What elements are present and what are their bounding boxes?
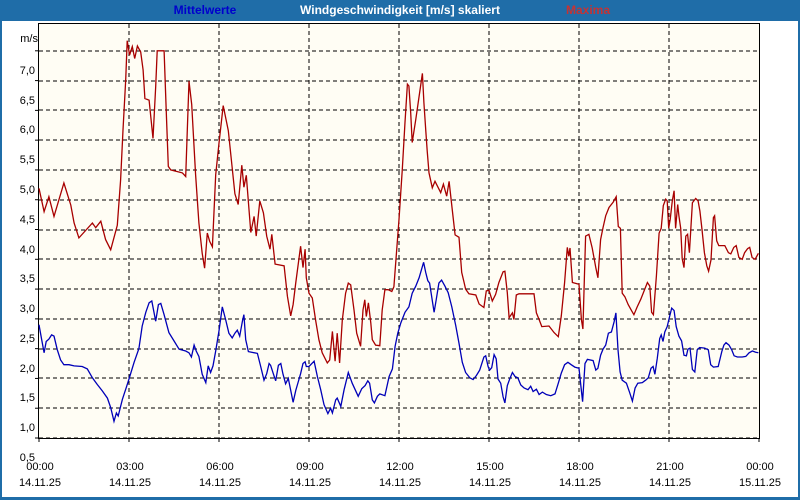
legend-maxima-label: Maxima bbox=[565, 3, 611, 17]
y-tick-label: 2,5 bbox=[19, 332, 35, 345]
chart-svg bbox=[35, 24, 760, 442]
y-axis-unit-label: m/s bbox=[20, 33, 38, 45]
y-tick-label: 4,0 bbox=[19, 243, 35, 256]
x-tick-time: 12:00 bbox=[386, 461, 414, 473]
x-tick-time: 15:00 bbox=[476, 461, 504, 473]
y-tick-label: 3,0 bbox=[19, 303, 35, 316]
x-tick-date: 14.11.25 bbox=[468, 477, 511, 489]
x-tick-time: 00:00 bbox=[746, 461, 774, 473]
x-tick-date: 14.11.25 bbox=[288, 477, 331, 489]
y-tick-label: 1,0 bbox=[19, 422, 35, 435]
x-tick-time: 09:00 bbox=[296, 461, 324, 473]
y-tick-label: 4,5 bbox=[19, 213, 35, 226]
mittelwerte-line bbox=[38, 262, 759, 424]
legend-mittelwerte-label: Mittelwerte bbox=[173, 3, 237, 17]
y-tick-label: 1,5 bbox=[19, 392, 35, 405]
x-tick-date: 14.11.25 bbox=[198, 477, 241, 489]
x-tick-time: 21:00 bbox=[656, 461, 684, 473]
x-tick-date: 14.11.25 bbox=[108, 477, 151, 489]
y-tick-label: 2,0 bbox=[19, 362, 35, 375]
y-tick-label: 3,5 bbox=[19, 273, 35, 286]
y-tick-label: 6,0 bbox=[19, 124, 35, 137]
window-title: Windgeschwindigkeit [m/s] skaliert bbox=[300, 3, 500, 17]
x-tick-date: 14.11.25 bbox=[18, 477, 61, 489]
maxima-line bbox=[38, 40, 759, 365]
x-tick-date: 15.11.25 bbox=[738, 477, 781, 489]
x-tick-time: 18:00 bbox=[566, 461, 594, 473]
y-tick-label: 7,0 bbox=[19, 64, 35, 77]
y-tick-label: 6,5 bbox=[19, 94, 35, 107]
window-titlebar: Windgeschwindigkeit [m/s] skaliert bbox=[0, 0, 800, 21]
x-tick-date: 14.11.25 bbox=[648, 477, 691, 489]
y-tick-label: 0,5 bbox=[19, 452, 35, 464]
x-tick-time: 06:00 bbox=[206, 461, 234, 473]
x-tick-date: 14.11.25 bbox=[378, 477, 421, 489]
x-tick-time: 03:00 bbox=[116, 461, 144, 473]
plot-area bbox=[35, 23, 760, 442]
x-tick-time: 00:00 bbox=[26, 461, 54, 473]
x-tick-date: 14.11.25 bbox=[558, 477, 601, 489]
y-tick-label: 5,0 bbox=[19, 183, 35, 196]
y-tick-label: 5,5 bbox=[19, 154, 35, 167]
